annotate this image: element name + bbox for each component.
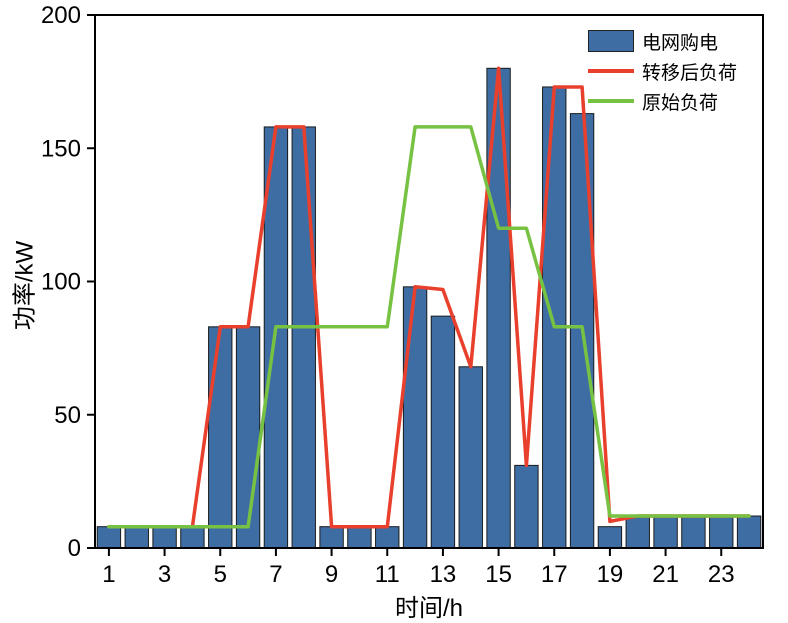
x-tick-label: 9 xyxy=(325,561,338,588)
legend-item-original-load: 原始负荷 xyxy=(588,88,737,114)
legend-item-grid-purchase: 电网购电 xyxy=(588,28,737,54)
x-tick-label: 7 xyxy=(269,561,282,588)
legend: 电网购电 转移后负荷 原始负荷 xyxy=(588,28,737,114)
bar xyxy=(180,526,205,549)
x-tick-label: 1 xyxy=(102,561,115,588)
y-tick-label: 100 xyxy=(41,269,81,296)
bar xyxy=(653,515,678,549)
bar xyxy=(291,126,316,549)
red-line-swatch-icon xyxy=(588,58,634,84)
bar xyxy=(681,515,706,549)
x-tick-label: 15 xyxy=(485,561,512,588)
x-tick-label: 19 xyxy=(597,561,624,588)
legend-label: 转移后负荷 xyxy=(642,62,738,84)
series-line-1 xyxy=(107,125,751,529)
x-tick-label: 5 xyxy=(214,561,227,588)
bar xyxy=(542,86,567,549)
bar xyxy=(402,286,428,549)
bar xyxy=(319,526,344,549)
x-tick-label: 13 xyxy=(430,561,457,588)
bar xyxy=(430,315,456,549)
legend-label: 电网购电 xyxy=(642,32,719,54)
bar xyxy=(208,326,233,549)
bar xyxy=(709,515,734,549)
x-tick-label: 3 xyxy=(158,561,171,588)
x-tick-label: 11 xyxy=(375,561,400,588)
y-tick-label: 150 xyxy=(41,135,81,162)
y-tick-label: 50 xyxy=(54,402,81,429)
green-line-swatch-icon xyxy=(588,88,634,114)
y-tick-label: 0 xyxy=(68,535,81,562)
x-tick-label: 17 xyxy=(541,561,568,588)
series-line-0 xyxy=(107,66,751,529)
x-tick-label: 23 xyxy=(708,561,735,588)
x-axis-title: 时间/h xyxy=(394,595,463,622)
bar xyxy=(597,526,623,549)
legend-label: 原始负荷 xyxy=(642,92,719,114)
bar xyxy=(625,515,650,549)
y-axis-title: 功率/kW xyxy=(11,240,39,331)
bar xyxy=(124,526,149,549)
x-tick-label: 21 xyxy=(652,561,679,588)
bar xyxy=(347,526,372,549)
bar xyxy=(375,526,400,549)
bar-swatch-icon xyxy=(588,28,634,54)
legend-item-shifted-load: 转移后负荷 xyxy=(588,58,737,84)
y-tick-label: 200 xyxy=(41,2,81,29)
bar xyxy=(736,515,762,549)
bar xyxy=(458,366,483,549)
bar xyxy=(96,526,122,549)
bar xyxy=(152,526,177,549)
bar xyxy=(514,464,539,549)
